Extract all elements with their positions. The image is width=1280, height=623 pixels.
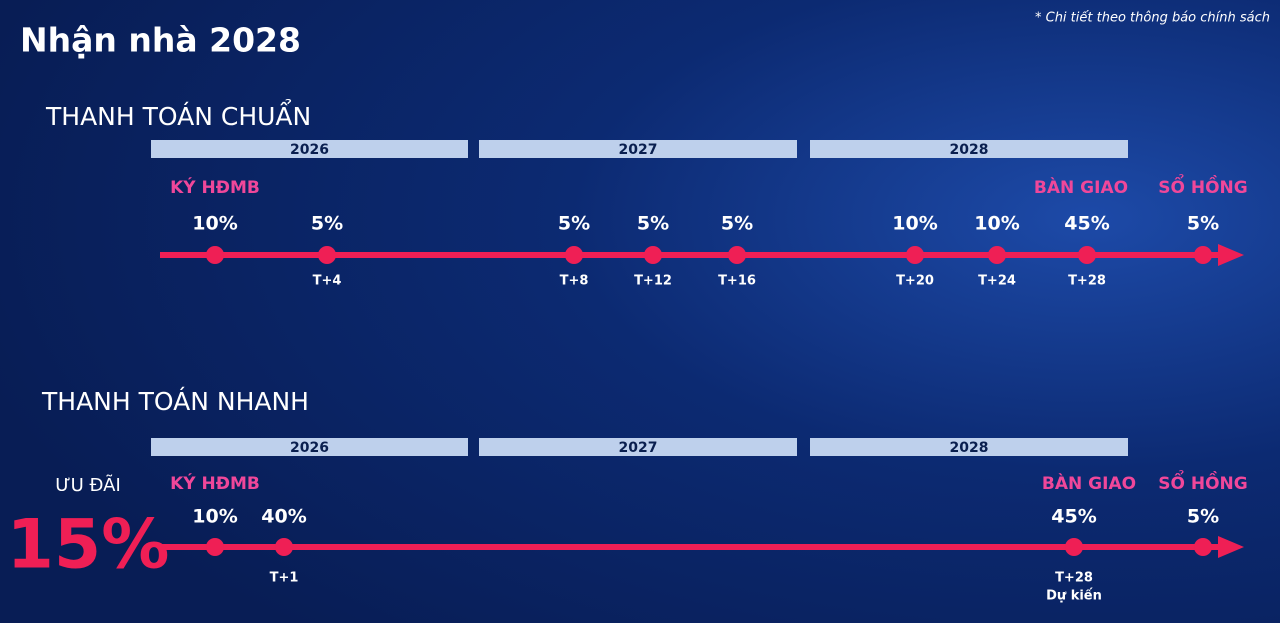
payment-dot <box>1194 246 1212 264</box>
payment-dot <box>1065 538 1083 556</box>
payment-percent: 5% <box>311 213 343 235</box>
note: * Chi tiết theo thông báo chính sách <box>1035 11 1270 26</box>
year-label: 2026 <box>290 440 329 456</box>
payment-time: T+1 <box>270 571 299 586</box>
payment-percent: 10% <box>192 506 237 528</box>
milestone: KÝ HĐMB <box>170 472 260 494</box>
year-label: 2026 <box>290 142 329 158</box>
timeline-arrow <box>1218 536 1244 558</box>
year-label: 2028 <box>950 440 989 456</box>
payment-dot <box>206 538 224 556</box>
payment-dot <box>206 246 224 264</box>
timeline-arrow <box>1218 244 1244 266</box>
payment-time: T+24 <box>978 274 1016 289</box>
milestone: BÀN GIAO <box>1034 176 1128 198</box>
payment-percent: 5% <box>1187 506 1219 528</box>
year-bar <box>810 140 1128 158</box>
payment-dot <box>275 538 293 556</box>
payment-percent: 45% <box>1064 213 1109 235</box>
payment-percent: 5% <box>721 213 753 235</box>
year-bar <box>479 438 797 456</box>
year-label: 2027 <box>619 142 658 158</box>
promo-value: 15% <box>7 506 170 585</box>
payment-dot <box>906 246 924 264</box>
payment-note: Dự kiến <box>1046 589 1102 604</box>
payment-dot <box>1194 538 1212 556</box>
payment-percent: 10% <box>974 213 1019 235</box>
year-bar <box>479 140 797 158</box>
section-title: THANH TOÁN CHUẨN <box>45 99 311 131</box>
payment-dot <box>565 246 583 264</box>
title: Nhận nhà 2028 <box>20 21 301 60</box>
payment-time: T+4 <box>313 274 342 289</box>
payment-time: T+16 <box>718 274 756 289</box>
milestone: SỔ HỒNG <box>1158 173 1247 198</box>
payment-dot <box>728 246 746 264</box>
section-title: THANH TOÁN NHANH <box>41 387 309 416</box>
payment-time: T+12 <box>634 274 672 289</box>
payment-dot <box>644 246 662 264</box>
year-bar <box>151 140 468 158</box>
payment-percent: 45% <box>1051 506 1096 528</box>
milestone: BÀN GIAO <box>1042 472 1136 494</box>
payment-time: T+28 <box>1055 571 1093 586</box>
payment-dot <box>318 246 336 264</box>
year-bar <box>810 438 1128 456</box>
payment-percent: 10% <box>192 213 237 235</box>
payment-dot <box>1078 246 1096 264</box>
payment-percent: 5% <box>558 213 590 235</box>
payment-dot <box>988 246 1006 264</box>
milestone: SỔ HỒNG <box>1158 469 1247 494</box>
payment-percent: 10% <box>892 213 937 235</box>
payment-time: T+20 <box>896 274 934 289</box>
year-label: 2028 <box>950 142 989 158</box>
promo-label: ƯU ĐÃI <box>55 474 121 496</box>
payment-time: T+28 <box>1068 274 1106 289</box>
year-bar <box>151 438 468 456</box>
milestone: KÝ HĐMB <box>170 176 260 198</box>
payment-percent: 5% <box>1187 213 1219 235</box>
payment-percent: 40% <box>261 506 306 528</box>
payment-percent: 5% <box>637 213 669 235</box>
payment-time: T+8 <box>560 274 589 289</box>
year-label: 2027 <box>619 440 658 456</box>
